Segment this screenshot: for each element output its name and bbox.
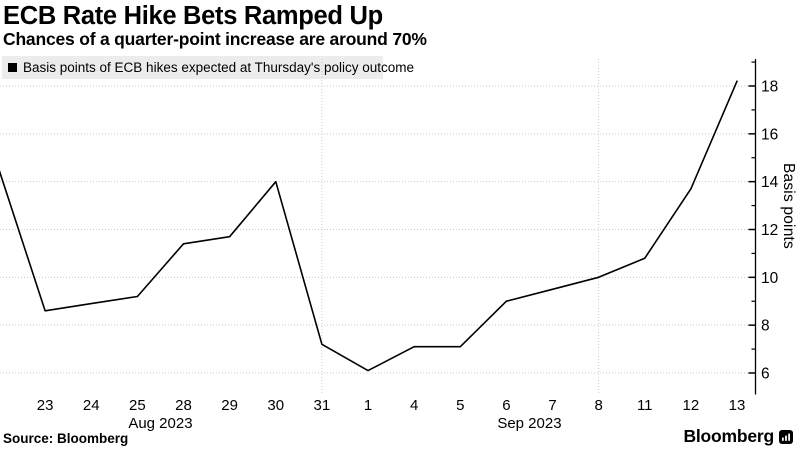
svg-text:6: 6 [502,397,510,414]
svg-text:8: 8 [594,397,602,414]
svg-text:1: 1 [364,397,372,414]
svg-text:24: 24 [83,397,100,414]
svg-text:5: 5 [456,397,464,414]
source-label: Source: Bloomberg [3,431,129,446]
svg-text:23: 23 [37,397,54,414]
bloomberg-chart-icon [779,429,793,444]
svg-text:18: 18 [761,78,778,95]
y-axis-label: Basis points [780,163,797,249]
svg-text:8: 8 [761,318,770,335]
svg-text:4: 4 [410,397,418,414]
svg-text:28: 28 [175,397,192,414]
svg-text:Sep 2023: Sep 2023 [497,415,561,432]
svg-text:7: 7 [548,397,556,414]
svg-text:31: 31 [314,397,331,414]
legend-swatch-icon [8,63,17,72]
legend: Basis points of ECB hikes expected at Th… [2,56,414,79]
bloomberg-logo: Bloomberg [683,426,793,447]
svg-text:6: 6 [761,366,770,383]
svg-text:12: 12 [683,397,700,414]
bloomberg-logo-text: Bloomberg [683,426,774,446]
svg-text:30: 30 [267,397,284,414]
svg-text:11: 11 [637,397,653,414]
svg-text:10: 10 [761,270,779,287]
page-title: ECB Rate Hike Bets Ramped Up [3,2,383,30]
svg-text:29: 29 [221,397,238,414]
svg-text:13: 13 [729,397,746,414]
svg-text:16: 16 [761,126,778,143]
page-subtitle: Chances of a quarter-point increase are … [3,29,427,49]
svg-text:Aug 2023: Aug 2023 [128,415,192,432]
svg-text:25: 25 [129,397,146,414]
svg-text:14: 14 [761,174,779,191]
legend-label: Basis points of ECB hikes expected at Th… [23,60,415,75]
svg-text:12: 12 [761,222,778,239]
